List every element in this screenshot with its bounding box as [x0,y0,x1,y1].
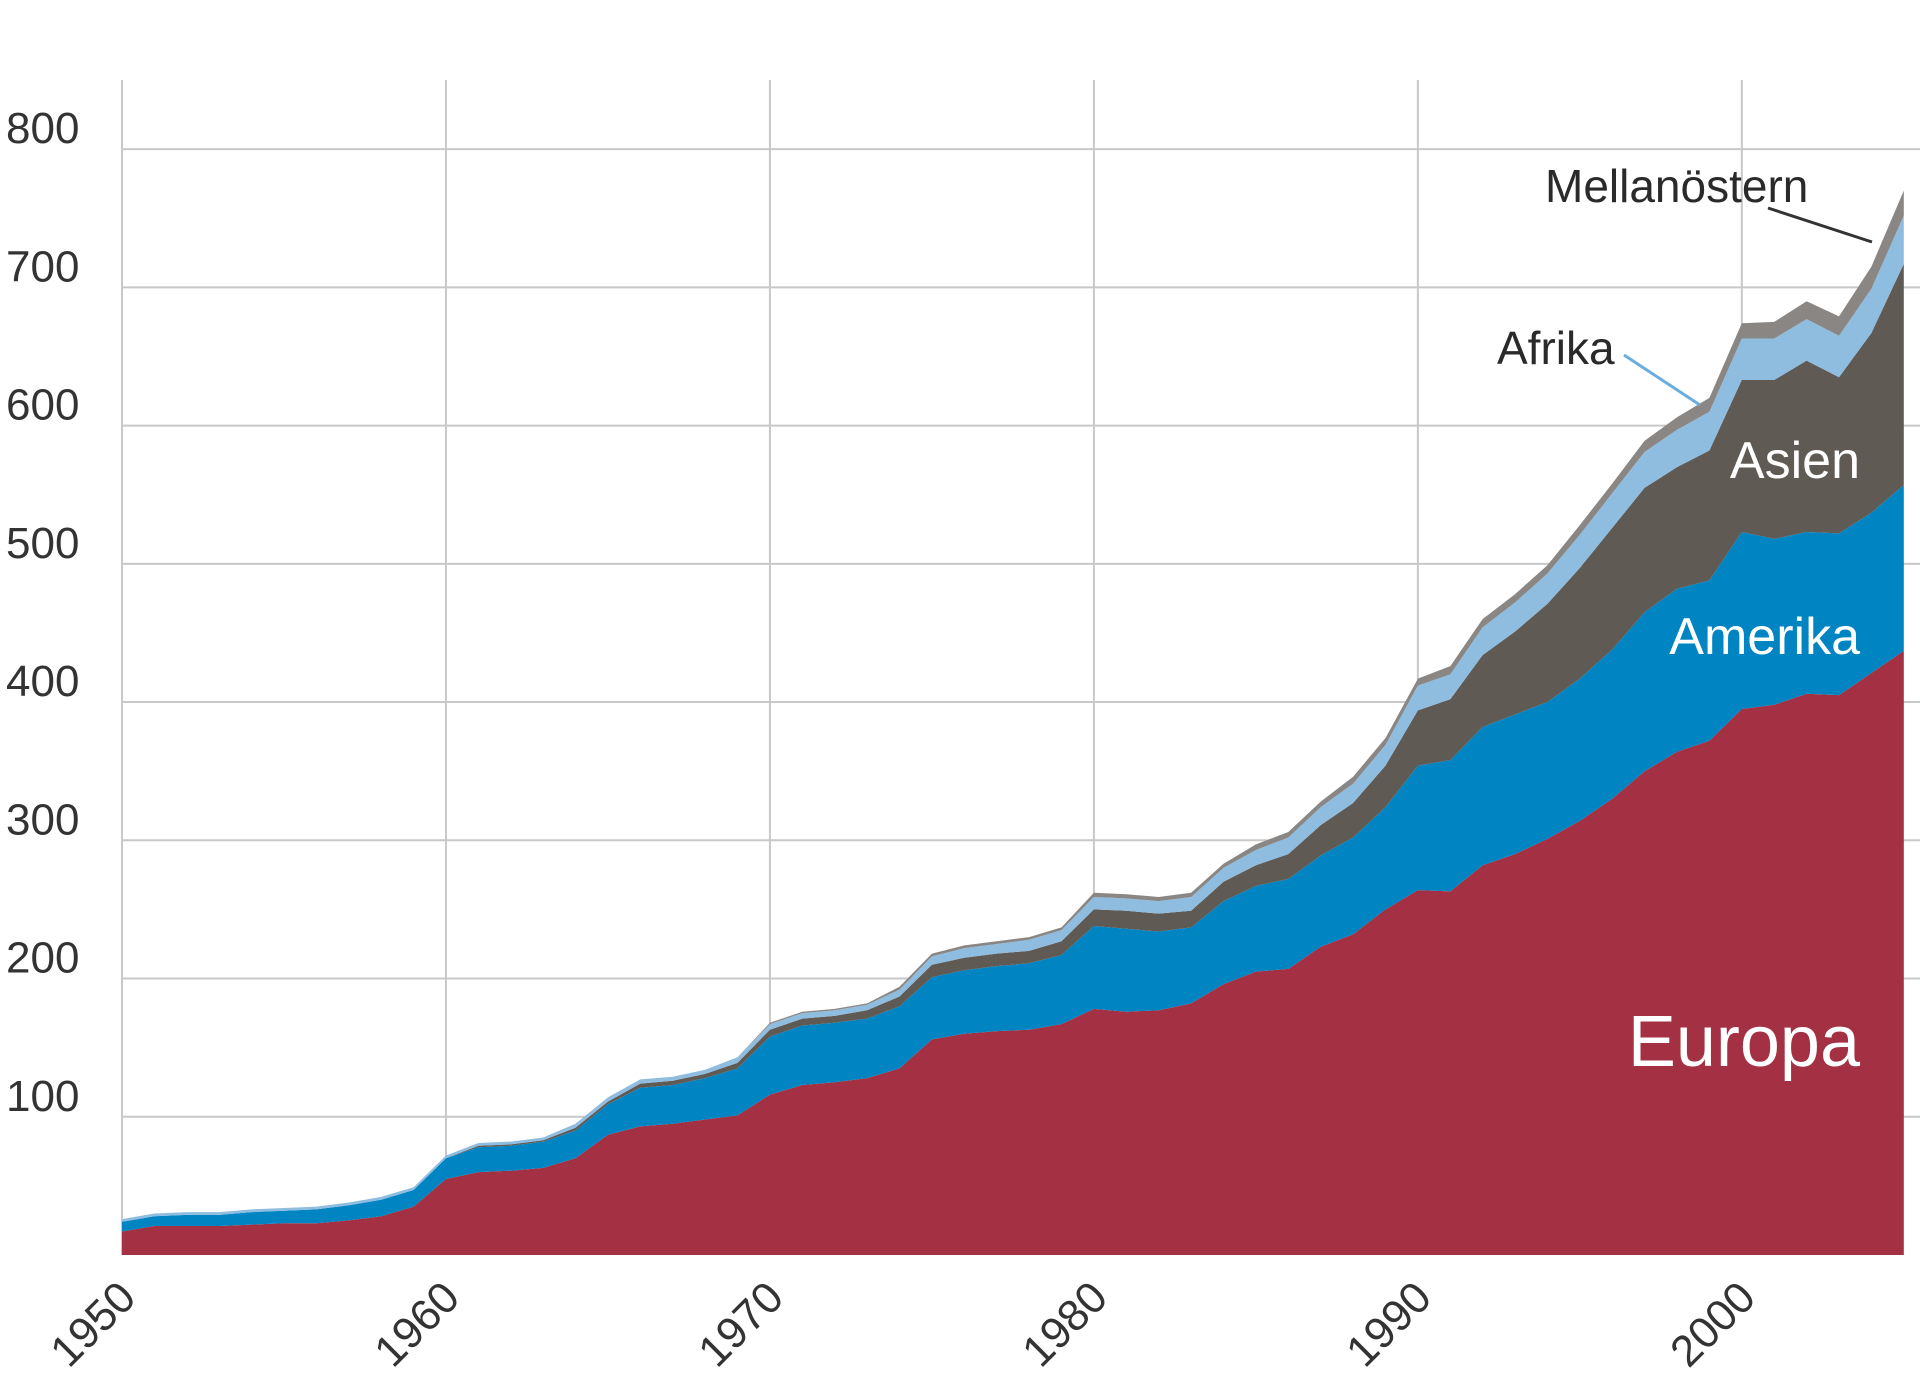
y-tick-label-700: 700 [6,242,79,291]
x-axis-ticks: 1950 1960 1970 1980 1990 2000 [41,1272,1765,1376]
x-tick-label-1980: 1980 [1013,1272,1117,1376]
label-europa: Europa [1628,1002,1861,1082]
x-tick-label-1950: 1950 [41,1272,145,1376]
mellanostern-leader-line [1767,206,1873,244]
x-tick-label-1970: 1970 [689,1272,793,1376]
x-tick-label-1960: 1960 [365,1272,469,1376]
series-areas [122,190,1904,1255]
label-afrika: Afrika [1497,322,1615,374]
y-tick-label-100: 100 [6,1072,79,1121]
series-area-amerika [122,485,1904,1232]
label-asien: Asien [1730,432,1860,490]
label-amerika: Amerika [1669,608,1860,666]
y-tick-label-300: 300 [6,795,79,844]
y-tick-label-800: 800 [6,104,79,153]
y-axis-ticks: 100 200 300 400 500 600 700 800 [6,104,79,1121]
x-tick-label-2000: 2000 [1661,1272,1765,1376]
y-tick-label-600: 600 [6,381,79,430]
label-mellanostern: Mellanöstern [1545,160,1808,212]
x-tick-label-1990: 1990 [1337,1272,1441,1376]
y-tick-label-400: 400 [6,657,79,706]
y-tick-label-200: 200 [6,934,79,983]
series-area-europa [122,650,1904,1255]
y-tick-label-500: 500 [6,519,79,568]
afrika-leader-line [1623,353,1701,407]
